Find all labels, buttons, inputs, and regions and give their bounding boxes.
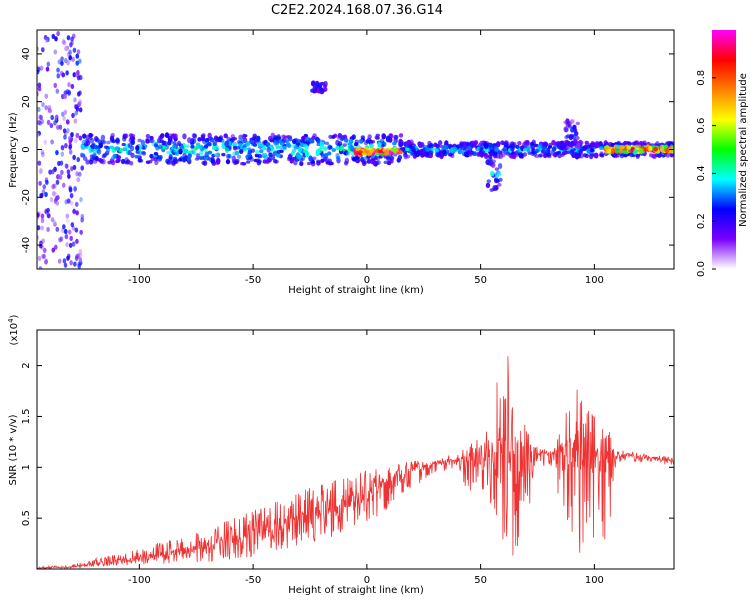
x-tick-label: -50 xyxy=(245,575,261,586)
colorbar-ticks: 0.0 0.2 0.4 0.6 0.8 xyxy=(696,70,716,277)
y-tick-label: -20 xyxy=(21,189,32,205)
spectrogram-feature-5 xyxy=(310,80,328,95)
colorbar: 0.0 0.2 0.4 0.6 0.8 Normalized spectral ampl… xyxy=(696,30,749,277)
y-tick-label: 1.5 xyxy=(21,408,32,424)
y-tick-label: 0 xyxy=(21,146,32,152)
y-tick-label: 20 xyxy=(21,95,32,108)
x-tick-label: 100 xyxy=(585,275,604,286)
colorbar-tick-label: 0.2 xyxy=(696,213,707,229)
snr-background xyxy=(37,330,674,569)
y-tick-label: 0.5 xyxy=(21,510,32,526)
spectrogram-feature-7 xyxy=(563,118,581,150)
spectrogram-feature-4 xyxy=(603,144,674,155)
snr-y-ticks: 0.5 1 1.5 2 xyxy=(21,362,674,526)
x-tick-label: 0 xyxy=(364,275,370,286)
colorbar-tick-label: 0.8 xyxy=(696,70,707,86)
snr-series xyxy=(37,356,674,569)
snr-panel: -100 -50 0 50 100 0.5 1 1.5 2 Height of straigh… xyxy=(7,314,675,596)
colorbar-tick-label: 0.4 xyxy=(696,165,707,181)
snr-y-scale-label: (x104) xyxy=(7,314,20,345)
spectrogram-y-ticks: -40 -20 0 20 40 xyxy=(21,48,674,253)
snr-scale-suffix: ) xyxy=(9,314,20,318)
spectrogram-y-axis-label: Frequency (Hz) xyxy=(8,112,19,188)
y-tick-label: 2 xyxy=(21,362,32,368)
spectrogram-panel: -100 -50 0 50 100 -40 -20 0 20 40 Height of stra… xyxy=(8,29,675,296)
snr-scale-prefix: (x10 xyxy=(9,323,20,346)
snr-frame xyxy=(36,329,675,570)
spectrogram-x-axis-label: Height of straight line (km) xyxy=(288,285,424,296)
spectrogram-feature-1 xyxy=(80,132,404,167)
colorbar-tick-label: 0.0 xyxy=(696,261,707,277)
x-tick-label: -50 xyxy=(245,275,261,286)
spectrogram-x-ticks: -100 -50 0 50 100 xyxy=(128,30,604,286)
snr-x-ticks: -100 -50 0 50 100 xyxy=(128,330,604,586)
snr-y-axis-label: SNR (10 * v/v) xyxy=(8,414,19,485)
x-tick-label: 100 xyxy=(585,575,604,586)
snr-line xyxy=(37,356,674,569)
colorbar-label: Normalized spectral amplitude xyxy=(738,73,749,227)
x-tick-label: 0 xyxy=(364,575,370,586)
spectrogram-heatmap xyxy=(37,30,674,269)
x-tick-label: -100 xyxy=(128,575,151,586)
x-tick-label: 50 xyxy=(474,575,487,586)
figure-title: C2E2.2024.168.07.36.G14 xyxy=(271,3,443,18)
y-tick-label: 40 xyxy=(21,48,32,61)
x-tick-label: -100 xyxy=(128,275,151,286)
spectrogram-feature-3 xyxy=(353,146,403,157)
snr-scale-exponent: 4 xyxy=(7,318,15,323)
colorbar-gradient xyxy=(712,30,736,269)
snr-x-axis-label: Height of straight line (km) xyxy=(288,585,424,596)
x-tick-label: 50 xyxy=(474,275,487,286)
spectrogram-feature-6 xyxy=(485,152,503,192)
y-tick-label: 1 xyxy=(21,464,32,470)
colorbar-tick-label: 0.6 xyxy=(696,118,707,134)
y-tick-label: -40 xyxy=(21,237,32,253)
